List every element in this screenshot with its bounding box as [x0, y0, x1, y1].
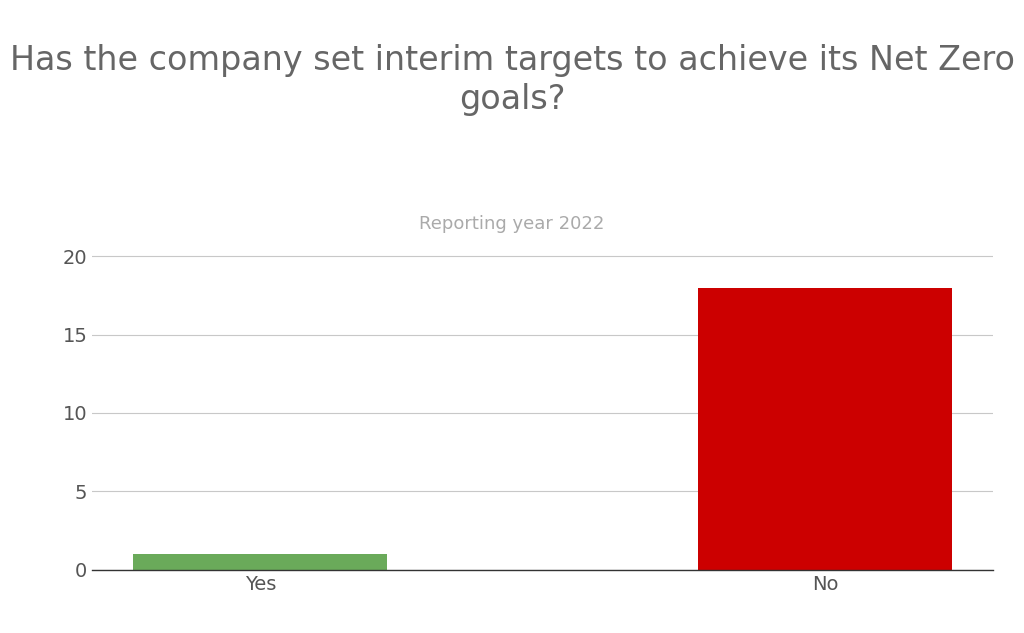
Bar: [133, 554, 387, 570]
Bar: [698, 287, 952, 570]
Text: Reporting year 2022: Reporting year 2022: [419, 215, 605, 233]
Text: Has the company set interim targets to achieve its Net Zero
goals?: Has the company set interim targets to a…: [9, 44, 1015, 115]
